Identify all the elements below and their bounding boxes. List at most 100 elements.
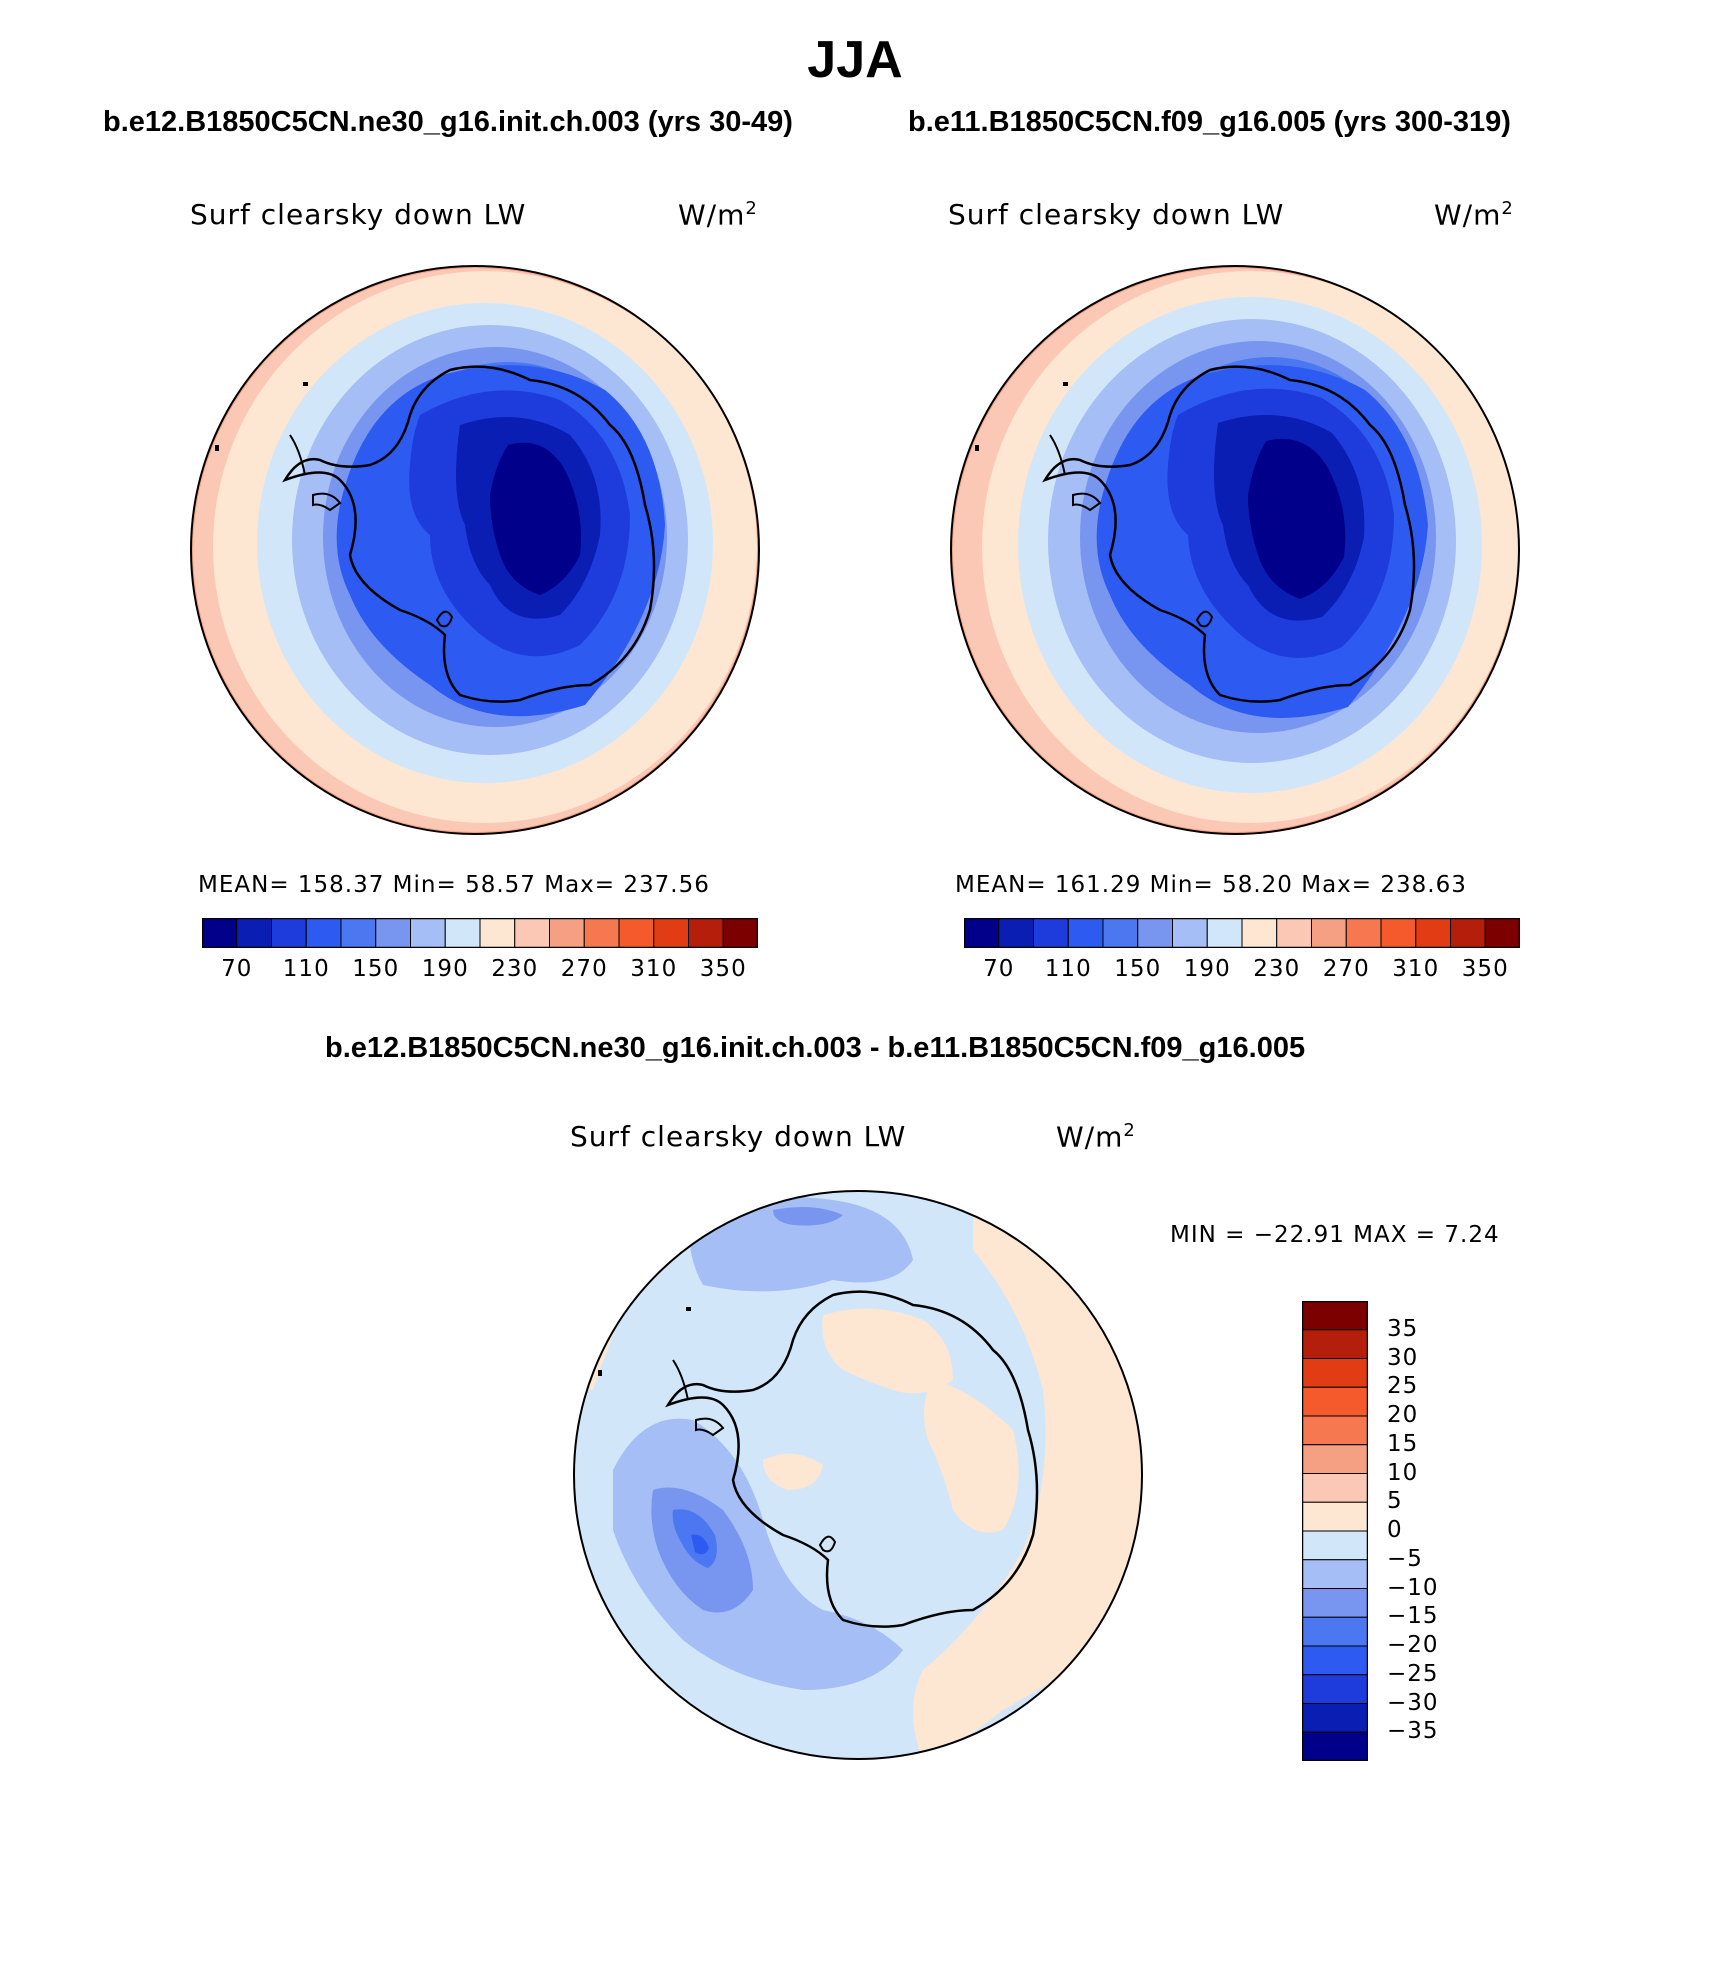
colorbar-panel-b (963, 917, 1521, 953)
colorbar-tick-label: 70 (983, 956, 1015, 982)
colorbar-a-swatches (201, 917, 759, 949)
colorbar-swatch (1102, 917, 1139, 949)
panel-diff-variable-label: Surf clearsky down LW (570, 1120, 907, 1153)
colorbar-panel-a (201, 917, 759, 953)
colorbar-diff-ticks: 35 30 25 20 15 10 5 0 −5 −10 −15 −20 −25 −30 −35 (1375, 1301, 1495, 1761)
colorbar-swatch (653, 917, 689, 949)
colorbar-tick-label: 35 (1387, 1315, 1419, 1342)
map-panel-a (190, 265, 760, 835)
colorbar-swatch (514, 917, 550, 949)
colorbar-swatch (201, 917, 238, 949)
colorbar-swatch (340, 917, 377, 949)
colorbar-tick-label: 270 (560, 956, 608, 982)
colorbar-tick-label: −15 (1387, 1603, 1439, 1630)
colorbar-swatch (618, 917, 655, 949)
colorbar-swatch (1276, 917, 1312, 949)
panel-diff-units: W/m2 (1056, 1120, 1136, 1154)
colorbar-swatch (1301, 1300, 1369, 1331)
colorbar-tick-label: 350 (699, 956, 747, 982)
colorbar-swatch (1301, 1645, 1369, 1676)
colorbar-swatch (1206, 917, 1243, 949)
colorbar-tick-label: 110 (1044, 956, 1092, 982)
map-panel-b (950, 265, 1520, 835)
colorbar-swatch (583, 917, 620, 949)
colorbar-swatch (271, 917, 307, 949)
colorbar-swatch (444, 917, 481, 949)
diff-title: b.e12.B1850C5CN.ne30_g16.init.ch.003 - b… (325, 1032, 1306, 1064)
colorbar-swatch (410, 917, 446, 949)
colorbar-swatch (722, 917, 759, 949)
colorbar-frame (201, 917, 759, 949)
colorbar-swatch (1033, 917, 1069, 949)
colorbar-swatch (1137, 917, 1173, 949)
colorbar-tick-label: 15 (1387, 1430, 1419, 1457)
colorbar-frame (1301, 1300, 1369, 1762)
panel-b-units: W/m2 (1434, 198, 1514, 232)
colorbar-tick-label: 270 (1322, 956, 1370, 982)
panel-diff-stats: MIN = −22.91 MAX = 7.24 (1170, 1222, 1500, 1248)
colorbar-swatch (1301, 1703, 1369, 1733)
colorbar-tick-label: 310 (1392, 956, 1440, 982)
colorbar-tick-label: −20 (1387, 1632, 1439, 1658)
colorbar-tick-label: 0 (1387, 1517, 1403, 1543)
colorbar-tick-label: −5 (1387, 1545, 1423, 1572)
colorbar-swatch (1301, 1731, 1369, 1762)
colorbar-tick-label: 110 (282, 956, 330, 982)
colorbar-swatch (375, 917, 411, 949)
colorbar-swatch (1450, 917, 1486, 949)
colorbar-swatch (549, 917, 585, 949)
colorbar-swatch (1301, 1559, 1369, 1589)
colorbar-swatch (1301, 1444, 1369, 1474)
colorbar-swatch (1301, 1588, 1369, 1618)
colorbar-swatch (998, 917, 1034, 949)
colorbar-tick-label: −35 (1387, 1718, 1439, 1745)
colorbar-tick-label: −10 (1387, 1574, 1439, 1601)
colorbar-a-ticks: 70 110 150 190 230 270 310 350 (202, 956, 758, 986)
case-b-title: b.e11.B1850C5CN.f09_g16.005 (yrs 300-319… (908, 106, 1511, 138)
colorbar-tick-label: 230 (1253, 956, 1301, 982)
panel-a-units: W/m2 (678, 198, 758, 232)
colorbar-frame (963, 917, 1521, 949)
panel-a-variable-label: Surf clearsky down LW (190, 198, 527, 231)
colorbar-swatch (1301, 1358, 1369, 1388)
colorbar-b-ticks: 70 110 150 190 230 270 310 350 (964, 956, 1520, 986)
colorbar-tick-label: 30 (1387, 1344, 1419, 1371)
colorbar-tick-label: 10 (1387, 1459, 1419, 1486)
colorbar-tick-label: 190 (421, 956, 469, 982)
colorbar-tick-label: 150 (352, 956, 400, 982)
colorbar-swatch (236, 917, 272, 949)
colorbar-swatch (1241, 917, 1278, 949)
case-a-title: b.e12.B1850C5CN.ne30_g16.init.ch.003 (yr… (103, 106, 793, 138)
colorbar-b-swatches (963, 917, 1521, 949)
colorbar-tick-label: 230 (491, 956, 539, 982)
colorbar-tick-label: 25 (1387, 1373, 1419, 1400)
colorbar-swatch (1301, 1329, 1369, 1359)
colorbar-panel-diff (1301, 1300, 1369, 1766)
colorbar-swatch (479, 917, 516, 949)
figure-title: JJA (807, 31, 903, 89)
colorbar-swatch (1345, 917, 1382, 949)
colorbar-swatch (305, 917, 342, 949)
colorbar-swatch (1301, 1415, 1369, 1446)
panel-b-stats: MEAN= 161.29 Min= 58.20 Max= 238.63 (955, 872, 1467, 898)
map-panel-diff (573, 1190, 1143, 1760)
colorbar-tick-label: 190 (1183, 956, 1231, 982)
colorbar-swatch (1301, 1616, 1369, 1647)
colorbar-tick-label: −30 (1387, 1689, 1439, 1716)
colorbar-swatch (1415, 917, 1451, 949)
colorbar-swatch (1311, 917, 1347, 949)
colorbar-tick-label: 310 (630, 956, 678, 982)
panel-b-variable-label: Surf clearsky down LW (948, 198, 1285, 231)
colorbar-diff-swatches (1301, 1300, 1369, 1762)
colorbar-tick-label: 150 (1114, 956, 1162, 982)
colorbar-swatch (1380, 917, 1417, 949)
colorbar-tick-label: 5 (1387, 1488, 1403, 1515)
colorbar-tick-label: −25 (1387, 1660, 1439, 1687)
colorbar-tick-label: 20 (1387, 1402, 1419, 1428)
colorbar-swatch (1301, 1473, 1369, 1503)
colorbar-swatch (963, 917, 1000, 949)
colorbar-swatch (1301, 1674, 1369, 1704)
colorbar-swatch (1067, 917, 1104, 949)
colorbar-swatch (1484, 917, 1521, 949)
colorbar-tick-label: 350 (1461, 956, 1509, 982)
